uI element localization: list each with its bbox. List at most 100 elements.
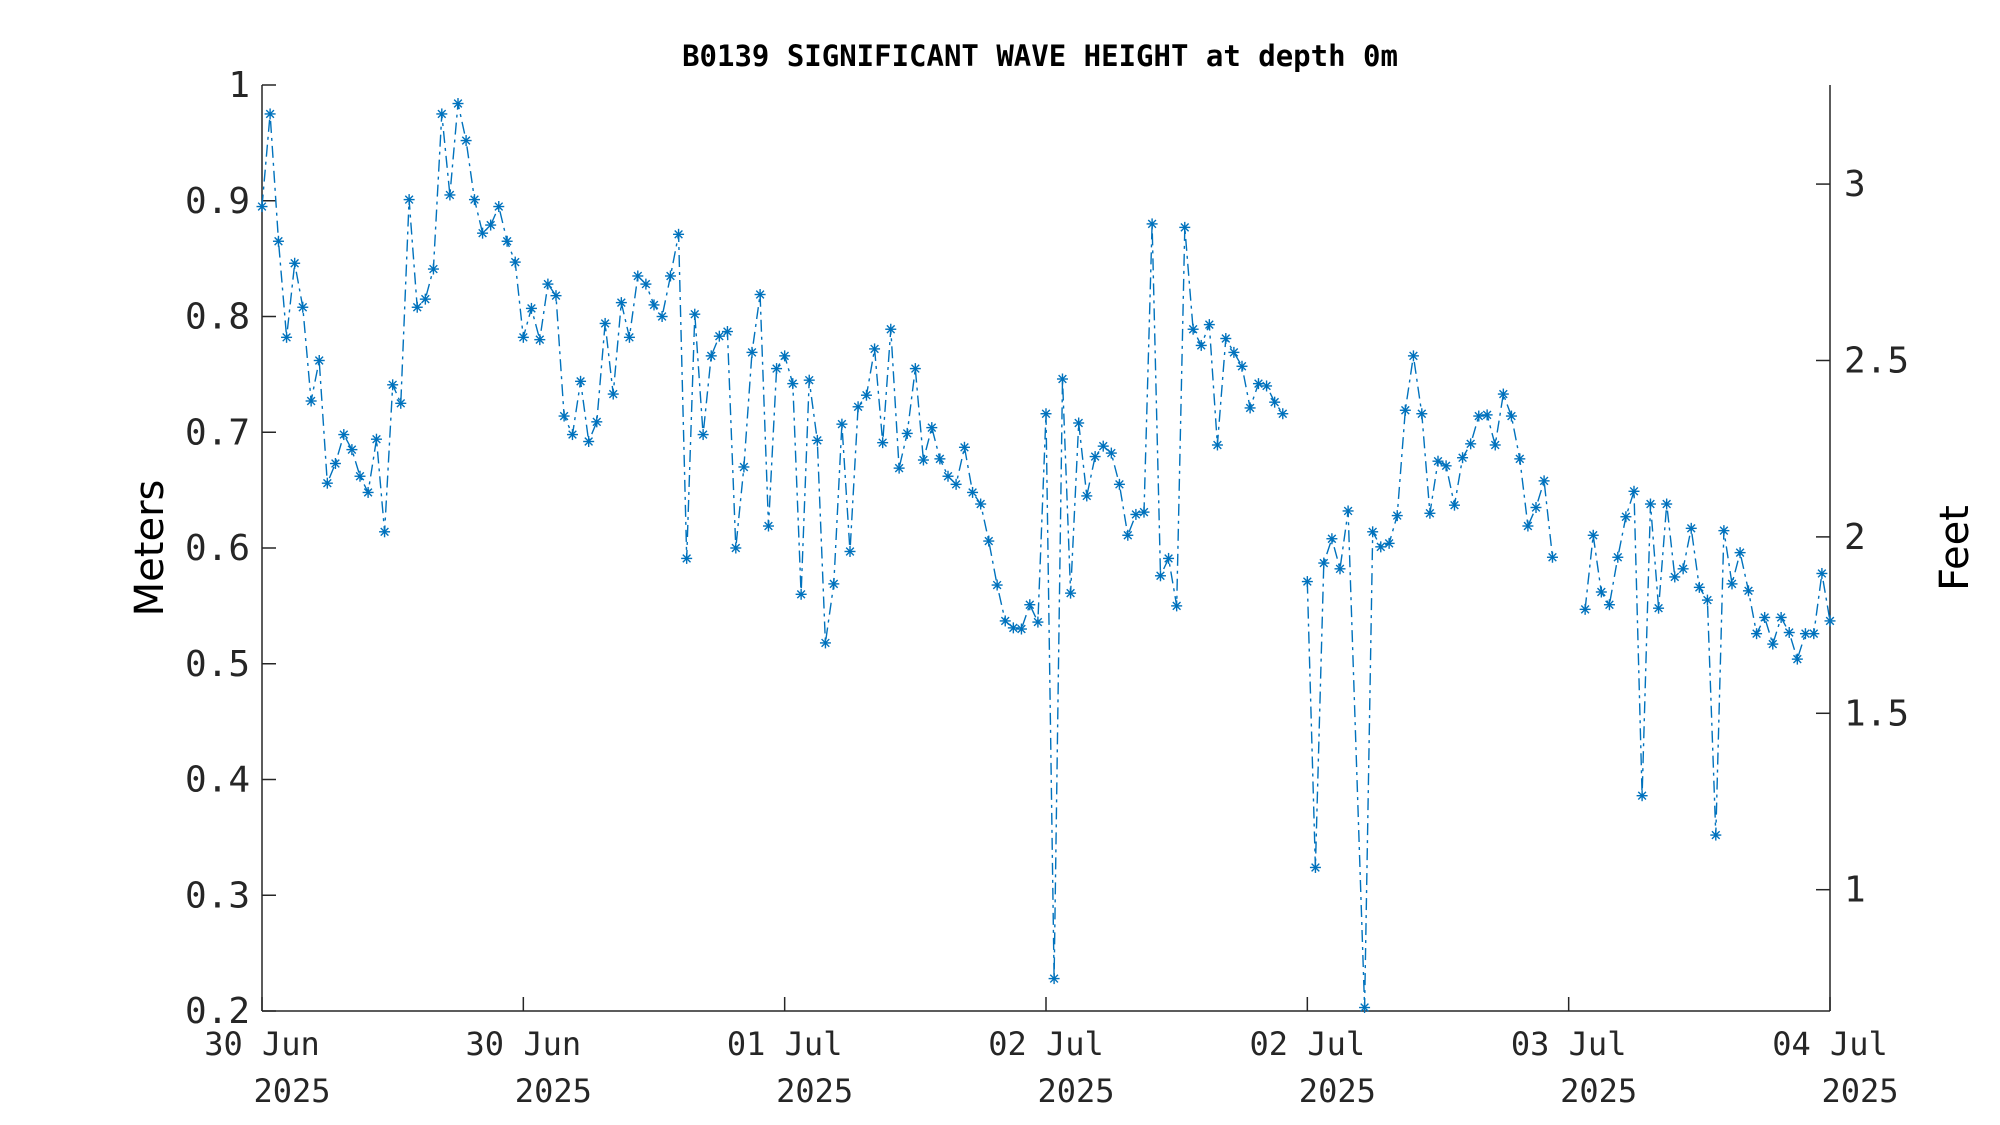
data-point (525, 302, 537, 314)
data-point (1457, 452, 1469, 464)
data-point (999, 615, 1011, 627)
data-point (705, 350, 717, 362)
y2-tick-label: 1 (1844, 870, 1866, 911)
x-tick-label-year: 2025 (253, 1072, 330, 1110)
data-point (681, 552, 693, 564)
data-point (1122, 529, 1134, 541)
data-point (877, 437, 889, 449)
data-point (1065, 587, 1077, 599)
data-point (1277, 408, 1289, 420)
data-point (1432, 455, 1444, 467)
data-point (550, 290, 562, 302)
data-point (1718, 525, 1730, 537)
data-point (1424, 507, 1436, 519)
data-point (762, 520, 774, 532)
y-tick-label: 0.5 (185, 644, 250, 685)
data-point (403, 194, 415, 206)
data-point (1081, 490, 1093, 502)
data-point (803, 374, 815, 386)
axes: 0.2 0.3 0.4 0.5 0.6 0.7 0.8 0.9 1 1 1.5 2 2.5 3 30 Jun… (185, 65, 1909, 1110)
data-point (1448, 499, 1460, 511)
data-point (395, 397, 407, 409)
data-point (1783, 626, 1795, 638)
data-point (272, 235, 284, 247)
data-point (787, 378, 799, 390)
y-axis-label: Meters (127, 480, 173, 617)
y-tick-label: 0.6 (185, 528, 250, 569)
data-point (1465, 438, 1477, 450)
data-point (1710, 829, 1722, 841)
data-point (967, 486, 979, 498)
data-point (1187, 323, 1199, 335)
data-point (509, 256, 521, 268)
data-point (917, 454, 929, 466)
data-point (942, 470, 954, 482)
data-point (623, 331, 635, 343)
data-point (1579, 603, 1591, 615)
data-point (1440, 460, 1452, 472)
data-point (909, 363, 921, 375)
data-point (1154, 570, 1166, 582)
data-point (1391, 510, 1403, 522)
data-point (738, 461, 750, 473)
data-point (640, 278, 652, 290)
data-point (632, 270, 644, 282)
data-point (664, 270, 676, 282)
x-tick-label-date: 02 Jul (1250, 1025, 1366, 1063)
data-point (427, 263, 439, 275)
data-point (599, 317, 611, 329)
data-point (501, 235, 513, 247)
data-point (713, 330, 725, 342)
data-point (1383, 537, 1395, 549)
data-point (1791, 653, 1803, 665)
data-point (1203, 319, 1215, 331)
data-point (1734, 547, 1746, 559)
data-point (1603, 599, 1615, 611)
data-point (1628, 485, 1640, 497)
data-point (1824, 615, 1836, 627)
data-point (1359, 1002, 1371, 1014)
data-point (656, 311, 668, 322)
data-point (1489, 439, 1501, 451)
data-point (1620, 511, 1632, 523)
y2-tick-label: 2 (1844, 517, 1866, 558)
data-point (1048, 973, 1060, 985)
data-point (950, 478, 962, 490)
data-point (771, 363, 783, 375)
data-point (1015, 623, 1027, 635)
data-point (1416, 408, 1428, 420)
data-point (1497, 388, 1509, 400)
x-tick-label-year: 2025 (1037, 1072, 1114, 1110)
data-point (689, 308, 701, 320)
y-tick-label: 0.9 (185, 181, 250, 222)
data-point (346, 444, 358, 456)
data-point (926, 422, 938, 434)
data-point (1130, 508, 1142, 520)
data-point (1595, 586, 1607, 598)
data-point (436, 108, 448, 120)
data-point (1252, 378, 1264, 390)
data-point (1163, 552, 1175, 564)
data-point (1546, 551, 1558, 563)
data-point (1179, 221, 1191, 233)
data-point (1399, 404, 1411, 416)
x-tick-label-year: 2025 (1560, 1072, 1637, 1110)
data-point (1530, 501, 1542, 513)
data-point (1269, 396, 1281, 408)
x-tick-label-date: 02 Jul (988, 1025, 1104, 1063)
data-point (1220, 332, 1232, 344)
data-point (991, 579, 1003, 591)
data-point (329, 458, 341, 470)
data-point (558, 410, 570, 422)
data-point (615, 297, 627, 309)
data-point (1587, 529, 1599, 541)
x-tick-label-date: 04 Jul (1772, 1025, 1888, 1063)
data-point (460, 135, 472, 147)
data-point (1146, 218, 1158, 230)
data-point (1726, 578, 1738, 590)
data-point (819, 637, 831, 649)
data-point (1195, 339, 1207, 351)
x-tick-label-year: 2025 (515, 1072, 592, 1110)
data-point (387, 379, 399, 391)
